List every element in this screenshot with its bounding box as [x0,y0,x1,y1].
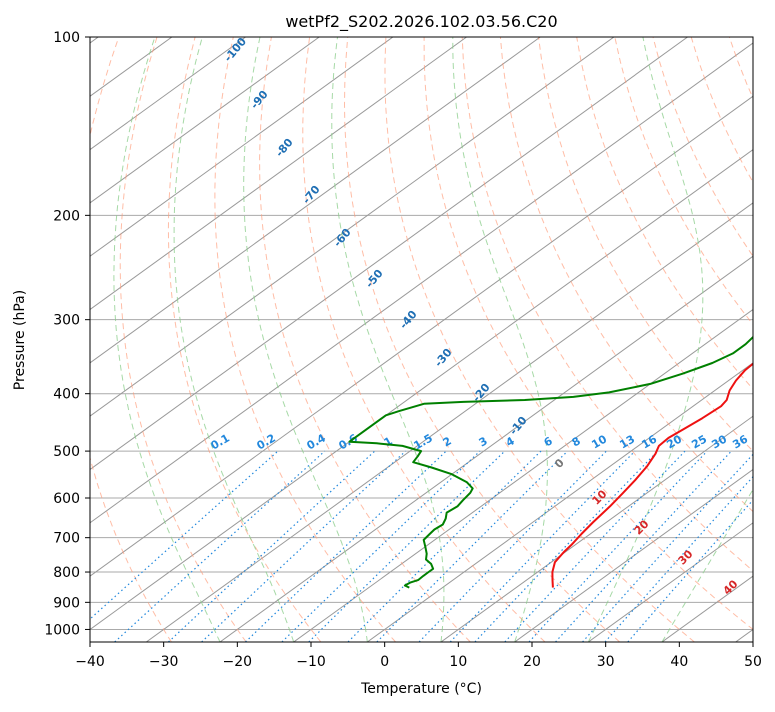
dry-adiabat-line [215,37,396,642]
dry-adiabat-line [768,37,775,642]
mixing-ratio-line [419,451,606,642]
mixing-ratio-label: 16 [639,432,659,451]
dry-adiabat-line [729,37,775,642]
theta-e-label: -50 [363,267,386,291]
dry-adiabat-line [345,37,620,642]
x-tick-label: 40 [670,654,688,670]
moist-adiabat-line [174,37,294,642]
mixing-ratio-line [556,451,732,642]
isotherm-label: 30 [676,547,696,567]
y-tick-label: 200 [53,208,80,224]
y-tick-label: 400 [53,387,80,403]
dry-adiabat-line [260,37,471,642]
x-tick-label: 50 [744,654,762,670]
theta-e-label: -40 [397,308,420,332]
mixing-ratio-line [282,451,480,642]
y-tick-label: 300 [53,313,80,329]
y-tick-label: 100 [53,30,80,46]
mixing-ratio-label: 2 [441,434,454,449]
isotherm-label: 20 [632,517,652,537]
temperature-line [552,37,775,588]
y-tick-label: 1000 [44,622,80,638]
dry-adiabat-line [424,37,769,642]
mixing-ratio-label: 36 [730,432,750,451]
isotherm-line [515,37,775,642]
mixing-ratio-line [475,451,658,642]
dry-adiabat-line [691,37,775,642]
mixing-ratio-label: 3 [477,434,490,449]
mixing-ratio-line [450,451,635,642]
y-axis-label: Pressure (hPa) [12,290,28,390]
moist-adiabat-line [244,37,368,642]
isotherm-label: 0 [552,456,567,471]
theta-e-label: -30 [432,346,455,370]
isotherm-line [294,37,775,642]
x-tick-label: 0 [380,654,389,670]
x-tick-label: −30 [149,654,179,670]
theta-e-label: -80 [273,136,296,160]
x-tick-label: −10 [296,654,326,670]
mixing-ratio-label: 6 [542,434,555,449]
mixing-ratio-label: 0.2 [255,431,278,452]
y-tick-label: 700 [53,531,80,547]
mixing-ratio-label: 8 [570,434,583,449]
dry-adiabat-line [539,37,775,642]
moist-adiabat-line [662,37,775,642]
dry-adiabat-line [577,37,775,642]
y-tick-label: 800 [53,565,80,581]
mixing-ratio-label: 0.4 [305,431,329,452]
mixing-ratio-line [529,451,707,642]
y-tick-label: 500 [53,444,80,460]
theta-e-label: -100 [221,35,249,65]
x-tick-label: 20 [523,654,541,670]
theta-e-label: -90 [248,88,271,112]
mixing-ratio-line [605,451,775,642]
isotherm-line [0,37,761,642]
isotherm-line [662,37,775,642]
dry-adiabat-line [168,37,321,642]
dry-adiabat-line [385,37,694,642]
y-axis-ticks: 100 200 300 400 500 600 700 800 900 1000 [44,30,90,638]
mixing-ratio-line [202,451,406,642]
moist-adiabat-line [453,37,548,642]
y-tick-label: 600 [53,491,80,507]
x-axis-label: Temperature (°C) [360,681,482,697]
x-tick-label: 30 [597,654,615,670]
dry-adiabat-line [462,37,775,642]
dry-adiabat-line [303,37,545,642]
plot-frame [90,37,753,642]
isotherm-line [736,37,775,642]
x-tick-label: −20 [223,654,253,670]
mixing-ratio-line [65,451,278,642]
theta-e-label: -10 [507,414,530,438]
x-tick-label: 10 [449,654,467,670]
chart-title: wetPf2_S202.2026.102.03.56.C20 [285,12,557,32]
mixing-ratio-line [115,451,325,642]
isotherm-label: 10 [590,487,610,507]
mixing-ratio-line [583,451,757,642]
mixing-ratio-line [505,451,685,642]
theta-e-label: -60 [331,226,354,250]
isotherm-line [0,37,467,642]
mixing-ratio-label: 1 [382,434,395,449]
x-tick-label: −40 [75,654,105,670]
x-axis-ticks: −40 −30 −20 −10 0 10 20 30 40 50 [75,642,762,670]
isotherm-label: 40 [721,577,741,597]
mixing-ratio-line [168,451,374,642]
theta-e-label: -70 [300,183,323,207]
mixing-ratio-label: 10 [589,432,609,451]
mixing-ratio-label: 25 [689,433,709,452]
y-tick-label: 900 [53,595,80,611]
moist-adiabat-line [114,37,220,642]
background-lines [0,37,775,642]
